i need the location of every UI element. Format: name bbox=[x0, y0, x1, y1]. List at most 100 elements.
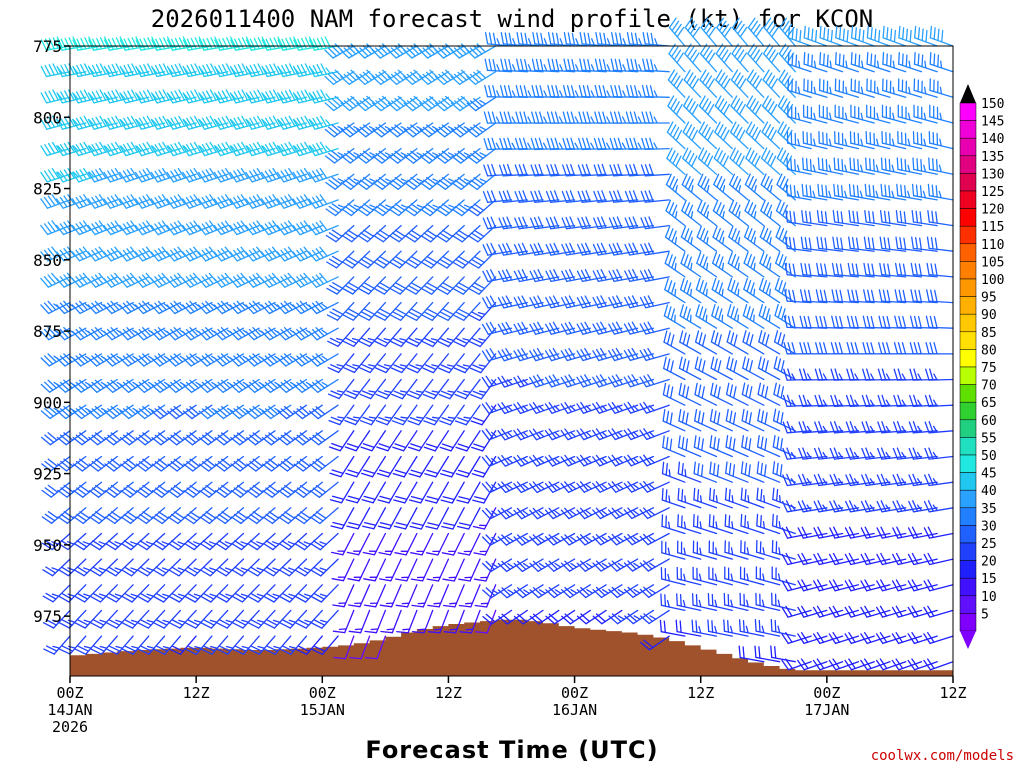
barb-full bbox=[551, 85, 556, 98]
barb-half bbox=[585, 405, 592, 412]
barb-full bbox=[146, 194, 154, 205]
barb-half bbox=[167, 145, 174, 152]
barb-full bbox=[487, 111, 493, 124]
barb-full bbox=[507, 111, 512, 124]
barb-full bbox=[645, 111, 650, 124]
barb-half bbox=[543, 116, 548, 124]
barb-full bbox=[563, 32, 568, 45]
barb-full bbox=[182, 65, 190, 78]
barb-full bbox=[99, 115, 107, 127]
wind-barb bbox=[104, 430, 134, 446]
wind-barb bbox=[712, 225, 733, 252]
barb-full bbox=[296, 302, 306, 313]
barb-full bbox=[805, 158, 808, 171]
wind-barb bbox=[55, 194, 87, 209]
barb-half bbox=[511, 64, 516, 72]
barb-full bbox=[230, 39, 237, 51]
barb-full bbox=[759, 251, 765, 264]
wind-barb bbox=[498, 190, 528, 203]
barb-full bbox=[234, 38, 241, 51]
barb-half bbox=[705, 288, 708, 297]
barb-full bbox=[904, 158, 907, 172]
barb-full bbox=[229, 145, 237, 157]
wind-barb bbox=[679, 330, 702, 355]
wind-barb bbox=[926, 289, 954, 304]
barb-full bbox=[596, 322, 604, 334]
barb-half bbox=[690, 262, 693, 271]
barb-full bbox=[91, 328, 101, 339]
barb-half bbox=[432, 126, 440, 131]
barb-full bbox=[205, 221, 214, 233]
barb-full bbox=[466, 128, 477, 138]
barb-full bbox=[853, 158, 856, 171]
wind-barb bbox=[182, 404, 213, 420]
barb-full bbox=[819, 342, 824, 355]
barb-full bbox=[71, 330, 82, 341]
barb-full bbox=[566, 111, 571, 124]
barb-full bbox=[630, 32, 635, 45]
barb-full bbox=[780, 72, 789, 84]
barb-full bbox=[716, 17, 724, 29]
barb-full bbox=[229, 171, 238, 183]
barb-full bbox=[781, 46, 789, 58]
barb-full bbox=[233, 196, 242, 208]
wind-barb bbox=[833, 183, 860, 201]
barb-full bbox=[138, 249, 147, 260]
barb-full bbox=[312, 144, 320, 156]
wind-barb bbox=[87, 220, 118, 236]
wind-barb bbox=[777, 121, 796, 150]
barb-full bbox=[517, 349, 525, 361]
barb-full bbox=[536, 347, 545, 360]
barb-full bbox=[735, 178, 742, 191]
barb-full bbox=[268, 327, 278, 337]
wind-barb bbox=[664, 278, 686, 304]
barb-half bbox=[908, 86, 911, 95]
barb-full bbox=[276, 198, 285, 209]
barb-full bbox=[732, 150, 739, 162]
barb-full bbox=[205, 90, 213, 102]
barb-half bbox=[606, 90, 611, 98]
barb-full bbox=[489, 295, 497, 307]
barb-full bbox=[579, 58, 583, 71]
barb-full bbox=[437, 314, 449, 321]
wind-barb bbox=[778, 69, 796, 98]
wind-barb bbox=[831, 262, 860, 278]
barb-full bbox=[119, 171, 127, 183]
barb-full bbox=[788, 236, 792, 250]
barb-full bbox=[570, 111, 575, 124]
barb-half bbox=[924, 60, 927, 69]
barb-full bbox=[107, 91, 115, 103]
barb-full bbox=[166, 251, 175, 262]
barb-full bbox=[760, 147, 768, 159]
barb-full bbox=[570, 85, 575, 98]
wind-barb bbox=[762, 69, 781, 98]
barb-full bbox=[83, 89, 91, 101]
barb-full bbox=[703, 152, 711, 165]
barb-full bbox=[67, 141, 75, 153]
barb-full bbox=[300, 90, 308, 102]
barb-half bbox=[167, 119, 174, 126]
barb-full bbox=[707, 103, 715, 116]
barb-full bbox=[217, 117, 225, 129]
barb-full bbox=[537, 242, 544, 255]
barb-full bbox=[669, 386, 674, 399]
barb-half bbox=[511, 116, 516, 124]
barb-full bbox=[166, 277, 176, 288]
barb-half bbox=[606, 116, 611, 124]
barb-full bbox=[473, 203, 485, 212]
barb-full bbox=[300, 116, 308, 128]
barb-full bbox=[360, 205, 371, 214]
barb-full bbox=[205, 274, 214, 285]
barb-full bbox=[546, 111, 552, 124]
barb-full bbox=[683, 280, 689, 293]
barb-full bbox=[683, 69, 691, 81]
barb-full bbox=[662, 382, 667, 396]
barb-full bbox=[682, 358, 687, 371]
wind-barb bbox=[742, 330, 765, 355]
barb-full bbox=[161, 220, 170, 231]
barb-half bbox=[617, 405, 624, 412]
barb-full bbox=[107, 117, 115, 129]
barb-full bbox=[529, 350, 537, 362]
barb-full bbox=[501, 269, 509, 282]
barb-full bbox=[879, 210, 883, 223]
